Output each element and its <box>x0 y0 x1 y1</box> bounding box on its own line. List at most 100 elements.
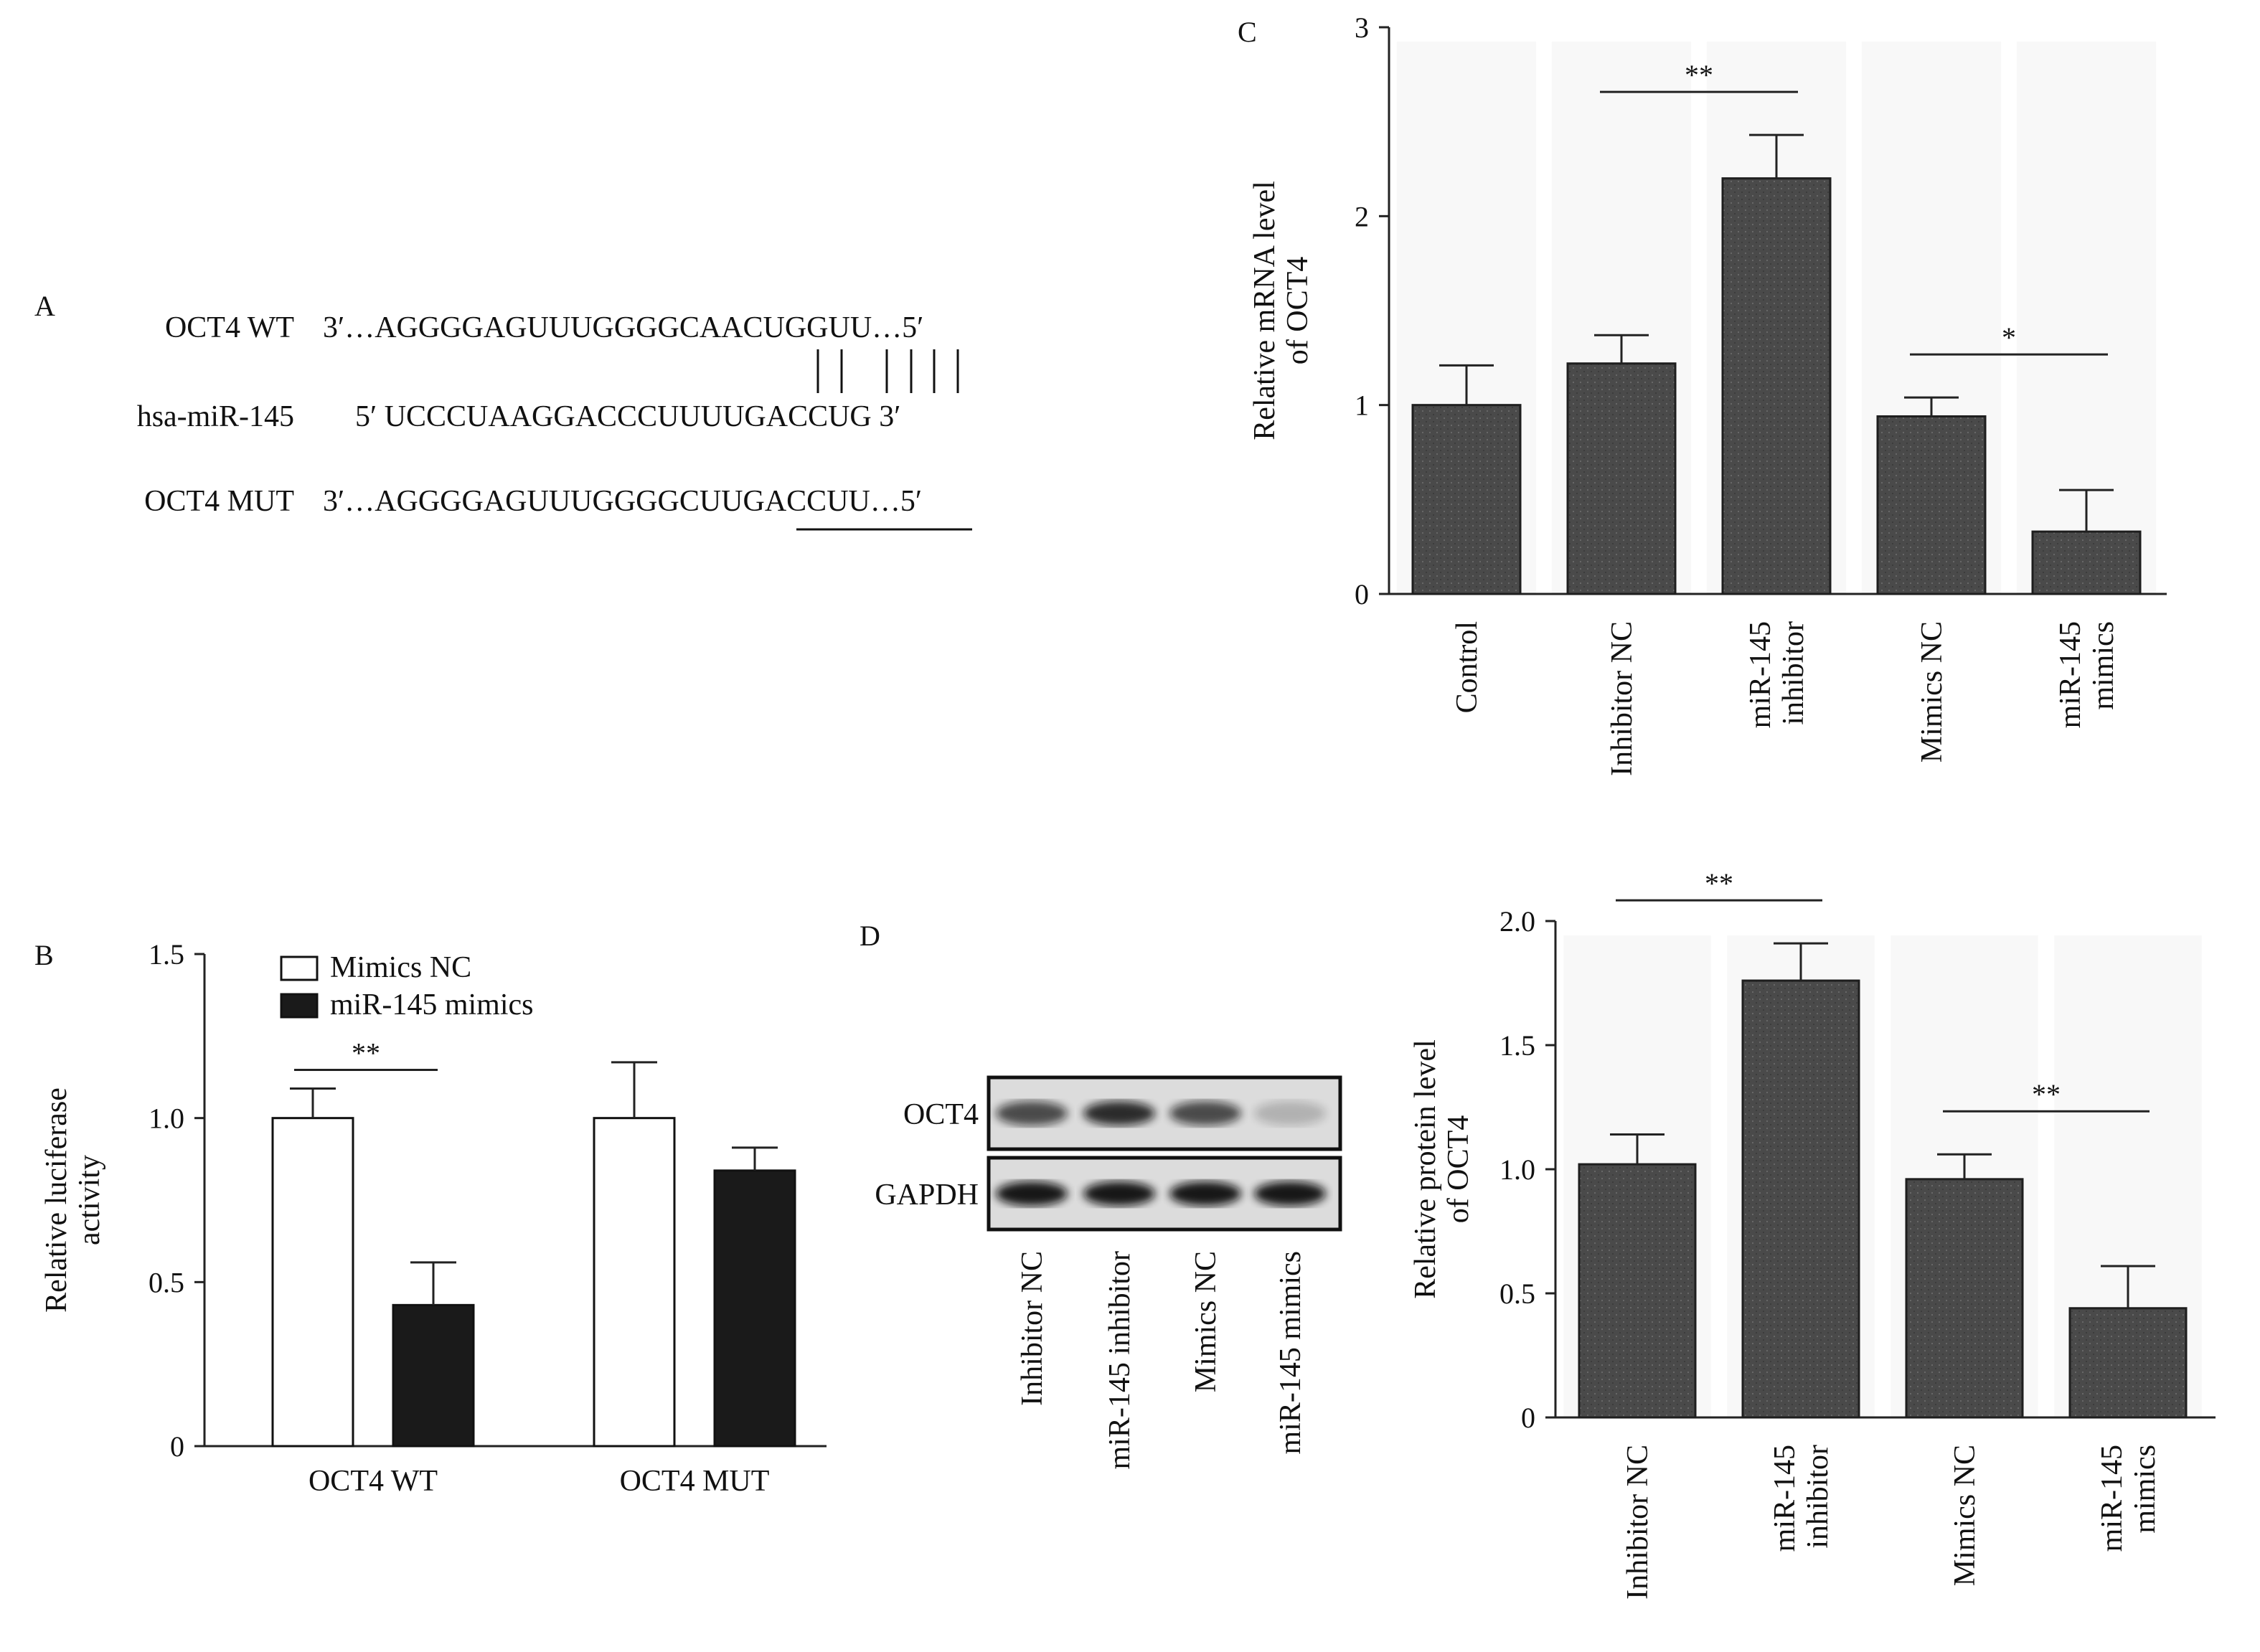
blot-band <box>1254 1181 1326 1206</box>
y-axis-label-line: Relative mRNA level <box>1248 181 1281 440</box>
bar <box>1411 404 1522 595</box>
bar <box>271 1117 354 1448</box>
panel-a: A OCT4 WT 3′…AGGGGAGUUUGGGGCAACUGGUU…5′ … <box>34 290 972 531</box>
x-tick-label-line: Control <box>1451 621 1484 713</box>
x-tick-label-line: miR-145 <box>2054 621 2087 728</box>
chart-d: 0 0.5 1.0 1.5 2.0 Relative protein levelof OC… <box>1409 867 2216 1600</box>
significance-marker: ** <box>2032 1078 2061 1110</box>
x-tick-label: miR-145mimics <box>2096 1445 2162 1552</box>
legend-swatch <box>280 955 319 981</box>
blot-band <box>1169 1181 1241 1206</box>
y-tick-label: 0.5 <box>149 1266 184 1298</box>
blot-band <box>1254 1101 1326 1125</box>
x-tick-label: Inhibitor NC <box>1606 621 1639 776</box>
significance-marker: ** <box>352 1037 380 1070</box>
x-tick-label: miR-145inhibitor <box>1769 1445 1835 1552</box>
wt-sequence: 3′…AGGGGAGUUUGGGGCAACUGGUU…5′ <box>323 311 923 344</box>
y-axis-label-line: activity <box>73 1155 106 1245</box>
x-tick-label-line: inhibitor <box>1777 621 1810 725</box>
y-axis-label: Relative luciferaseactivity <box>40 1087 106 1313</box>
x-tick-label-line: Mimics NC <box>1916 621 1949 763</box>
x-tick-label-line: mimics <box>2129 1445 2162 1534</box>
legend-label: miR-145 mimics <box>330 988 534 1021</box>
x-tick-label: OCT4 MUT <box>620 1465 770 1498</box>
y-tick-label: 1.0 <box>1499 1153 1535 1186</box>
y-tick-label: 2 <box>1355 200 1369 232</box>
y-tick-label: 2.0 <box>1499 905 1535 938</box>
blot-row-label: GAPDH <box>875 1179 979 1212</box>
x-tick-label-line: Mimics NC <box>1949 1445 1982 1586</box>
y-tick-label: 1.0 <box>149 1103 184 1135</box>
blot-lane-label: miR-145 inhibitor <box>1103 1251 1136 1470</box>
y-axis-label-line: Relative luciferase <box>40 1087 73 1313</box>
x-tick-label-line: miR-145 <box>1769 1445 1802 1552</box>
y-tick-label: 3 <box>1355 11 1369 44</box>
x-tick-label: OCT4 WT <box>309 1465 438 1498</box>
panel-c: C 0 1 2 3 Relative mRNA levelof OCT4 Control I… <box>1238 11 2167 776</box>
x-tick-label-line: miR-145 <box>2096 1445 2129 1552</box>
bar <box>1721 177 1832 595</box>
bar <box>593 1117 676 1448</box>
bar <box>392 1303 475 1448</box>
mirna-sequence: 5′ UCCCUAAGGACCCUUUUGACCUG 3′ <box>355 400 900 433</box>
wt-label: OCT4 WT <box>165 311 294 344</box>
x-tick-label-line: inhibitor <box>1802 1445 1835 1549</box>
x-tick-label-line: Inhibitor NC <box>1621 1445 1654 1600</box>
y-axis-label-line: of OCT4 <box>1281 257 1314 365</box>
panel-letter-a: A <box>34 290 55 322</box>
chart-c: 0 1 2 3 Relative mRNA levelof OCT4 Control Inh… <box>1248 11 2167 776</box>
blot-lane-label: Mimics NC <box>1190 1251 1223 1392</box>
x-tick-label: Mimics NC <box>1916 621 1949 763</box>
y-axis-label: Relative protein levelof OCT4 <box>1409 1039 1475 1299</box>
blot-lane-label: miR-145 mimics <box>1274 1251 1307 1455</box>
y-tick-label: 1 <box>1355 390 1369 422</box>
y-tick-label: 1.5 <box>1499 1029 1535 1062</box>
y-tick-label: 1.5 <box>149 938 184 971</box>
significance-marker: * <box>2002 321 2016 354</box>
blot-band <box>1169 1101 1241 1125</box>
y-tick-label: 0 <box>1355 578 1369 610</box>
panel-letter-c: C <box>1238 16 1257 48</box>
y-axis-label-line: of OCT4 <box>1442 1115 1475 1224</box>
x-tick-label-line: mimics <box>2087 621 2120 710</box>
y-tick-label: 0.5 <box>1499 1278 1535 1310</box>
y-tick-label: 0 <box>1521 1402 1535 1434</box>
x-tick-label: miR-145inhibitor <box>1744 621 1810 728</box>
western-blot: OCT4 GAPDH Inhibitor NC miR-145 inhibitor Mi… <box>875 1075 1342 1470</box>
legend-label: Mimics NC <box>330 951 471 984</box>
blot-row-label: OCT4 <box>903 1098 979 1131</box>
significance-marker: ** <box>1705 867 1733 900</box>
panel-d: D OCT4 GAPDH Inhibitor NC miR-145 inhibitor… <box>860 867 2216 1600</box>
x-tick-label: Inhibitor NC <box>1621 1445 1654 1600</box>
x-tick-label: miR-145mimics <box>2054 621 2120 728</box>
y-axis-label: Relative mRNA levelof OCT4 <box>1248 181 1314 440</box>
panel-b: B 0 0.5 1.0 1.5 Relative luciferaseactivity O… <box>34 938 827 1498</box>
bar <box>1741 979 1860 1419</box>
blot-band <box>1083 1181 1155 1206</box>
panel-letter-b: B <box>34 939 54 971</box>
x-tick-label: Mimics NC <box>1949 1445 1982 1586</box>
y-axis-label-line: Relative protein level <box>1409 1039 1442 1299</box>
bar <box>2031 530 2142 595</box>
legend-swatch <box>280 993 319 1019</box>
bar <box>1578 1163 1697 1419</box>
blot-lane-label: Inhibitor NC <box>1016 1251 1049 1406</box>
chart-b: 0 0.5 1.0 1.5 Relative luciferaseactivity OCT… <box>40 938 827 1498</box>
blot-band <box>996 1101 1068 1125</box>
x-tick-label: Control <box>1451 621 1484 713</box>
x-tick-label-line: miR-145 <box>1744 621 1777 728</box>
significance-marker: ** <box>1685 59 1713 91</box>
base-pair-lines <box>816 349 959 393</box>
blot-band <box>996 1181 1068 1206</box>
bar <box>713 1169 796 1448</box>
panel-letter-d: D <box>860 920 880 952</box>
mut-sequence: 3′…AGGGGAGUUUGGGGCUUGACCUU…5′ <box>323 485 922 518</box>
bar <box>1905 1178 2024 1419</box>
bar <box>2068 1307 2188 1419</box>
bar <box>1876 415 1987 595</box>
mirna-label: hsa-miR-145 <box>137 400 294 433</box>
blot-band <box>1083 1101 1155 1125</box>
mut-label: OCT4 MUT <box>144 485 294 518</box>
x-tick-label-line: Inhibitor NC <box>1606 621 1639 776</box>
